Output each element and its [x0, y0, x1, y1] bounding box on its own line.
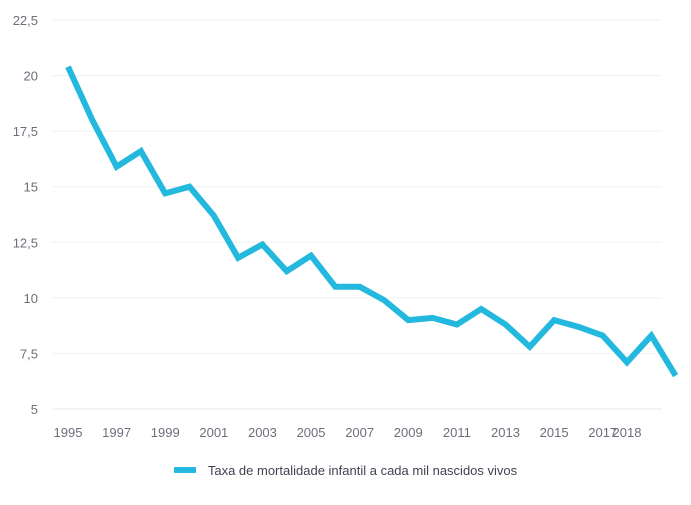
y-tick-label: 22,5 — [13, 13, 38, 28]
line-chart: 22,5 20 17,5 15 12,5 10 7,5 5 1995 1997 1999 2001 2… — [13, 13, 679, 440]
y-axis-ticks: 22,5 20 17,5 15 12,5 10 7,5 5 — [13, 13, 38, 417]
x-tick-label: 1997 — [102, 425, 131, 440]
x-tick-label: 2015 — [540, 425, 569, 440]
x-tick-label: 2017 — [588, 425, 617, 440]
grid-lines — [52, 19, 662, 410]
x-tick-label: 2009 — [394, 425, 423, 440]
x-tick-label: 2001 — [199, 425, 228, 440]
x-tick-label: 2005 — [297, 425, 326, 440]
x-tick-label: 2011 — [443, 425, 471, 440]
x-tick-label: 2018 — [613, 425, 642, 440]
x-axis-ticks: 1995 1997 1999 2001 2003 2005 2007 2009 2011 2013… — [54, 425, 642, 440]
y-tick-label: 12,5 — [13, 235, 38, 250]
x-tick-label: 1999 — [151, 425, 180, 440]
x-tick-label: 2003 — [248, 425, 277, 440]
series-line — [65, 65, 679, 378]
y-tick-label: 17,5 — [13, 124, 38, 139]
y-tick-label: 7,5 — [20, 346, 38, 361]
x-tick-label: 2013 — [491, 425, 520, 440]
x-tick-label: 1995 — [54, 425, 83, 440]
x-tick-label: 2007 — [345, 425, 374, 440]
y-tick-label: 15 — [24, 180, 38, 195]
y-tick-label: 20 — [24, 69, 38, 84]
series-lines — [65, 65, 679, 378]
legend-label: Taxa de mortalidade infantil a cada mil … — [207, 462, 518, 478]
legend-swatch — [173, 467, 196, 473]
y-tick-label: 10 — [24, 291, 38, 306]
legend: Taxa de mortalidade infantil a cada mil … — [0, 458, 691, 482]
y-tick-label: 5 — [31, 402, 38, 417]
